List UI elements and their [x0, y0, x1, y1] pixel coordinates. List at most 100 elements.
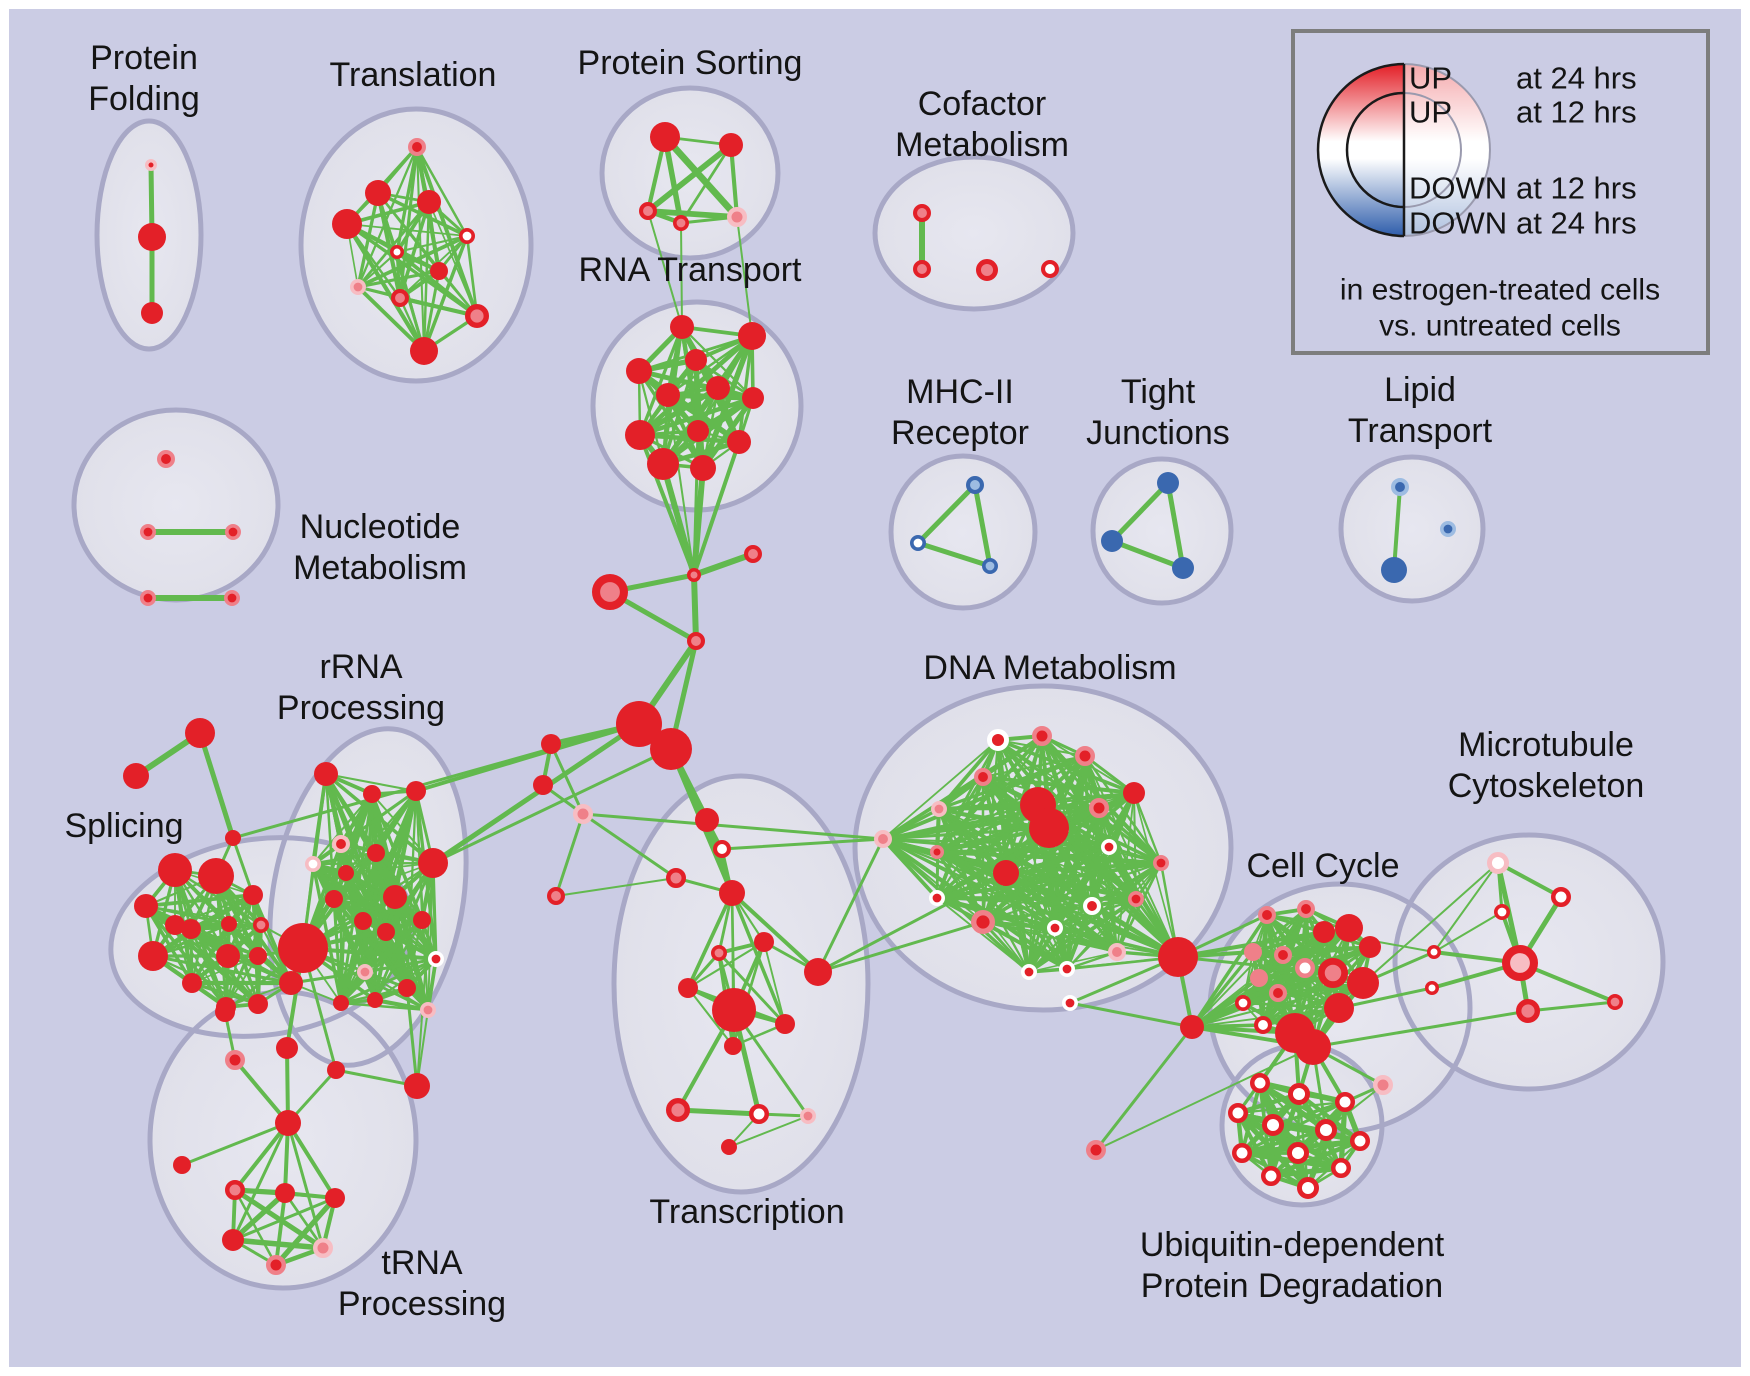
edge	[1107, 845, 1163, 865]
gene-node	[278, 923, 328, 973]
gene-node	[224, 589, 241, 606]
gene-node	[215, 1002, 235, 1022]
edge	[882, 739, 999, 840]
gene-node	[666, 868, 686, 888]
gene-node	[1331, 1158, 1351, 1178]
cluster-label-dna-metabolism: DNA Metabolism	[923, 649, 1176, 687]
gene-node	[140, 589, 157, 606]
legend-entry-time-2: at 12 hrs	[1516, 171, 1637, 206]
gene-node	[363, 785, 381, 803]
gene-node	[993, 860, 1019, 886]
gene-node	[276, 1037, 298, 1059]
edge	[431, 747, 673, 865]
gene-node	[1153, 854, 1170, 871]
edge	[1236, 1100, 1347, 1115]
gene-node	[383, 885, 407, 909]
gene-node	[1158, 937, 1198, 977]
edge	[356, 200, 431, 289]
gene-node	[695, 808, 719, 832]
edge	[880, 836, 1070, 972]
edge	[230, 1190, 288, 1243]
gene-node	[275, 1183, 295, 1203]
edge	[700, 333, 755, 471]
gene-node	[533, 775, 553, 795]
gene-node	[1180, 1015, 1204, 1039]
edge	[273, 1195, 338, 1268]
edge	[981, 904, 1094, 924]
gene-node	[647, 448, 679, 480]
cluster-outline-protein-folding	[94, 118, 204, 352]
gene-node	[138, 941, 168, 971]
edge	[981, 754, 1087, 779]
gene-node	[1261, 1113, 1284, 1136]
gene-node	[427, 950, 444, 967]
edge	[972, 482, 993, 569]
edge	[311, 792, 374, 866]
edge	[311, 851, 378, 866]
gene-node	[181, 919, 201, 939]
gene-node	[1359, 936, 1381, 958]
cluster-label-transcription: Transcription	[649, 1193, 844, 1231]
cluster-label-cofactor-metabolism: Metabolism	[895, 126, 1069, 164]
edge	[737, 334, 754, 444]
gene-node	[173, 1156, 191, 1174]
edge	[981, 920, 1069, 971]
edge	[935, 861, 1163, 900]
cluster-label-tight-junctions: Tight	[1121, 373, 1196, 411]
edge	[935, 803, 1040, 854]
edge	[362, 919, 423, 922]
gene-node	[134, 894, 158, 918]
gene-node	[266, 1255, 286, 1275]
edge	[645, 142, 734, 214]
gene-node	[981, 557, 998, 574]
edge	[224, 923, 263, 1009]
edge	[935, 845, 1111, 900]
cluster-label-lipid-transport: Lipid	[1384, 371, 1456, 409]
gene-node	[140, 523, 157, 540]
edge	[231, 722, 641, 840]
edge	[679, 143, 733, 225]
gene-node	[1232, 1143, 1252, 1163]
gene-node	[1297, 900, 1316, 919]
cluster-outline-transcription	[611, 773, 871, 1195]
edge	[686, 940, 766, 990]
gene-node	[1373, 1075, 1393, 1095]
edge	[915, 482, 978, 546]
gene-node	[1381, 557, 1407, 583]
gene-node	[712, 988, 756, 1032]
gene-node	[1075, 746, 1095, 766]
gene-node	[222, 1229, 244, 1251]
edge	[233, 1121, 290, 1192]
edge	[881, 803, 1040, 841]
edge	[915, 540, 993, 569]
gene-node	[1425, 981, 1439, 995]
gene-node	[1157, 472, 1179, 494]
gene-node	[325, 890, 343, 908]
gene-node	[253, 916, 270, 933]
edge	[728, 1115, 809, 1148]
edge	[1190, 913, 1269, 1029]
edge	[981, 861, 1163, 924]
edge	[647, 210, 683, 328]
cluster-label-protein-folding: Folding	[88, 80, 200, 118]
edge	[1027, 926, 1057, 974]
legend-inner-ring-right-icon	[1403, 92, 1462, 208]
cluster-outline-trna-processing	[147, 989, 419, 1291]
edge	[397, 295, 480, 319]
edge	[680, 222, 683, 328]
legend-entry-direction-1: UP	[1409, 95, 1452, 130]
gene-node	[417, 190, 441, 214]
gene-node	[1313, 921, 1335, 943]
legend-outer-ring-right-icon	[1403, 63, 1491, 237]
gene-node	[804, 958, 832, 986]
gene-node	[390, 245, 404, 259]
gene-node	[1551, 887, 1571, 907]
gene-node	[165, 915, 185, 935]
gene-node	[1228, 1103, 1248, 1123]
gene-node	[749, 1104, 769, 1124]
edge	[356, 145, 419, 289]
edge	[1258, 977, 1364, 984]
gene-node	[1287, 1082, 1310, 1105]
edge	[415, 145, 469, 238]
